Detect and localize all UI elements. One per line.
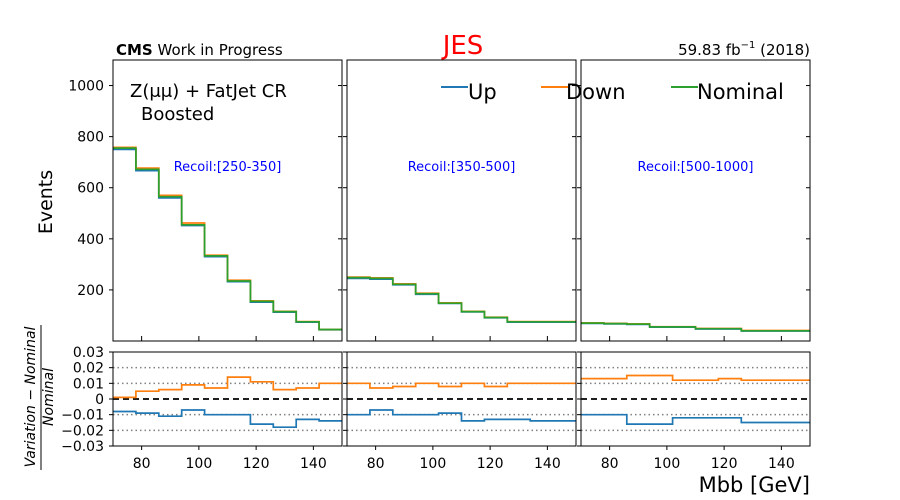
- series-nominal-line: [581, 322, 810, 332]
- top-y-tick-label: 400: [77, 232, 104, 248]
- series-nominal-line: [113, 147, 342, 331]
- ratio-y-tick-label: 0: [95, 392, 104, 408]
- legend: Up Down Nominal: [441, 80, 784, 104]
- ratio-plot-2: [347, 366, 576, 432]
- x-tick-label: 100: [420, 456, 447, 472]
- top-plot-3: [581, 322, 810, 332]
- cms-label: CMS Work in Progress: [116, 41, 283, 59]
- cms-rest: Work in Progress: [153, 41, 283, 59]
- legend-down-label: Down: [566, 80, 626, 104]
- ratio-down-line: [581, 374, 810, 382]
- x-tick-label: 140: [768, 456, 795, 472]
- lumi-label: 59.83 fb−1 (2018): [678, 40, 810, 59]
- x-axis-label: Mbb [GeV]: [699, 473, 810, 497]
- panel-3: Recoil:[500-1000] 80 100 120 140: [577, 59, 811, 472]
- recoil-label-1: Recoil:[250-350]: [174, 160, 282, 175]
- top-y-tick-label: 800: [77, 130, 104, 146]
- x-tick-label: 120: [243, 456, 270, 472]
- ratio-y-tick-label: −0.01: [61, 408, 104, 424]
- x-tick-label: 120: [711, 456, 738, 472]
- panels: Recoil:[250-350]20040060080010000.030.02…: [61, 59, 811, 472]
- top-plot-2: [347, 276, 576, 323]
- y-axis-label: Events: [35, 170, 57, 234]
- top-plot-1: [113, 146, 342, 331]
- lumi-main: 59.83 fb: [678, 41, 741, 59]
- cms-bold: CMS: [116, 41, 153, 59]
- panel-2: Recoil:[350-500] 80 100 120 140: [343, 59, 577, 472]
- top-frame-3: [580, 59, 811, 342]
- recoil-label-3: Recoil:[500-1000]: [638, 160, 754, 175]
- series-nominal-line: [347, 276, 576, 323]
- ratio-up-line: [113, 409, 342, 429]
- ratio-plot-3: [581, 366, 810, 432]
- ratio-down-line: [347, 382, 576, 389]
- legend-up-label: Up: [468, 80, 497, 104]
- x-tick-label: 100: [654, 456, 681, 472]
- x-tick-label: 80: [367, 456, 385, 472]
- ratio-y-label-denominator: Nominal: [41, 368, 57, 426]
- recoil-label-2: Recoil:[350-500]: [408, 160, 516, 175]
- top-frame-1: [112, 59, 343, 342]
- top-y-tick-label: 600: [77, 181, 104, 197]
- ratio-y-tick-label: −0.02: [61, 423, 104, 439]
- chart-title: JES: [441, 31, 484, 61]
- lumi-exp: −1: [741, 40, 756, 51]
- legend-nominal-label: Nominal: [697, 80, 784, 104]
- ratio-y-tick-label: 0.01: [73, 376, 104, 392]
- x-tick-label: 140: [300, 456, 327, 472]
- region-label-line1: Z(μμ) + FatJet CR: [130, 81, 287, 102]
- series-down-line: [347, 276, 576, 323]
- series-up-line: [347, 277, 576, 323]
- ratio-y-label-numerator: Variation − Nominal: [23, 326, 39, 467]
- ratio-plot-1: [113, 366, 342, 432]
- x-tick-label: 80: [133, 456, 151, 472]
- top-y-tick-label: 1000: [68, 79, 104, 95]
- ratio-y-tick-label: 0.02: [73, 361, 104, 377]
- series-up-line: [113, 148, 342, 331]
- top-y-tick-label: 200: [77, 283, 104, 299]
- x-tick-label: 80: [601, 456, 619, 472]
- ratio-up-line: [581, 413, 810, 425]
- ratio-up-line: [347, 409, 576, 422]
- x-tick-label: 100: [186, 456, 213, 472]
- x-tick-label: 140: [534, 456, 561, 472]
- top-frame-2: [346, 59, 577, 342]
- x-tick-label: 120: [477, 456, 504, 472]
- ratio-down-line: [113, 376, 342, 399]
- ratio-y-tick-label: 0.03: [73, 345, 104, 361]
- lumi-year: (2018): [755, 41, 810, 59]
- ratio-y-tick-label: −0.03: [61, 439, 104, 455]
- region-label-line2: Boosted: [141, 104, 214, 125]
- panel-1: Recoil:[250-350]20040060080010000.030.02…: [61, 59, 343, 472]
